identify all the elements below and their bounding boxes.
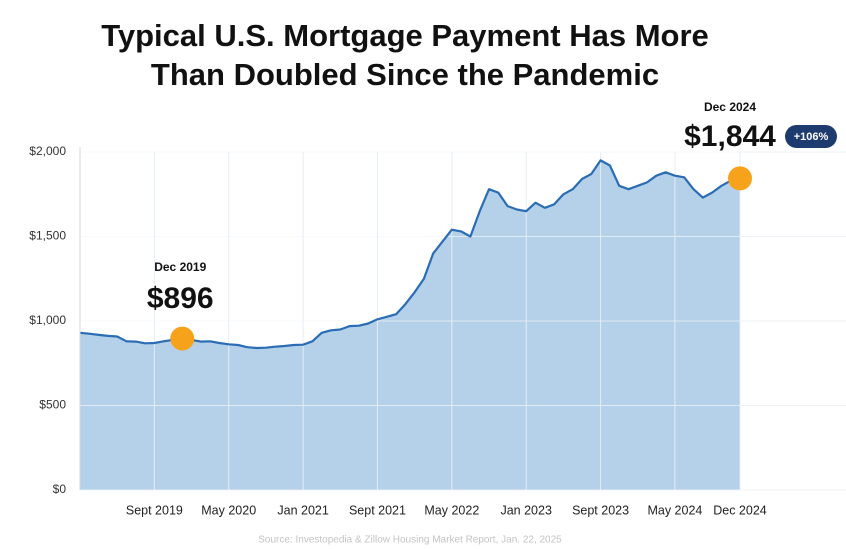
value-label: $896 [147,282,214,315]
x-tick-label: Jan 2021 [277,503,328,517]
source-note: Source: Investopedia & Zillow Housing Ma… [258,535,562,546]
change-label: +106% [794,131,829,143]
x-tick-label: Jan 2023 [500,503,551,517]
y-tick-label: $0 [53,482,67,496]
y-tick-label: $1,000 [29,313,66,327]
chart-title: Typical U.S. Mortgage Payment Has More [101,18,709,53]
x-tick-label: May 2022 [424,503,479,517]
x-tick-label: Sept 2023 [572,503,629,517]
y-tick-label: $1,500 [29,229,66,243]
y-tick-label: $500 [39,398,66,412]
x-tick-label: Dec 2024 [713,503,767,517]
chart-title: Than Doubled Since the Pandemic [151,57,659,92]
highlight-marker [170,326,195,351]
highlight-date: Dec 2024 [704,100,756,114]
highlight-date: Dec 2019 [154,260,206,274]
change-badge [785,125,837,148]
y-tick-label: $2,000 [29,144,66,158]
x-tick-label: May 2020 [201,503,256,517]
x-tick-label: Sept 2019 [126,503,183,517]
value-label: $1,844 [684,120,776,153]
x-tick-label: Sept 2021 [349,503,406,517]
area [80,160,740,490]
highlight-marker [728,166,752,191]
x-tick-label: May 2024 [647,503,702,517]
